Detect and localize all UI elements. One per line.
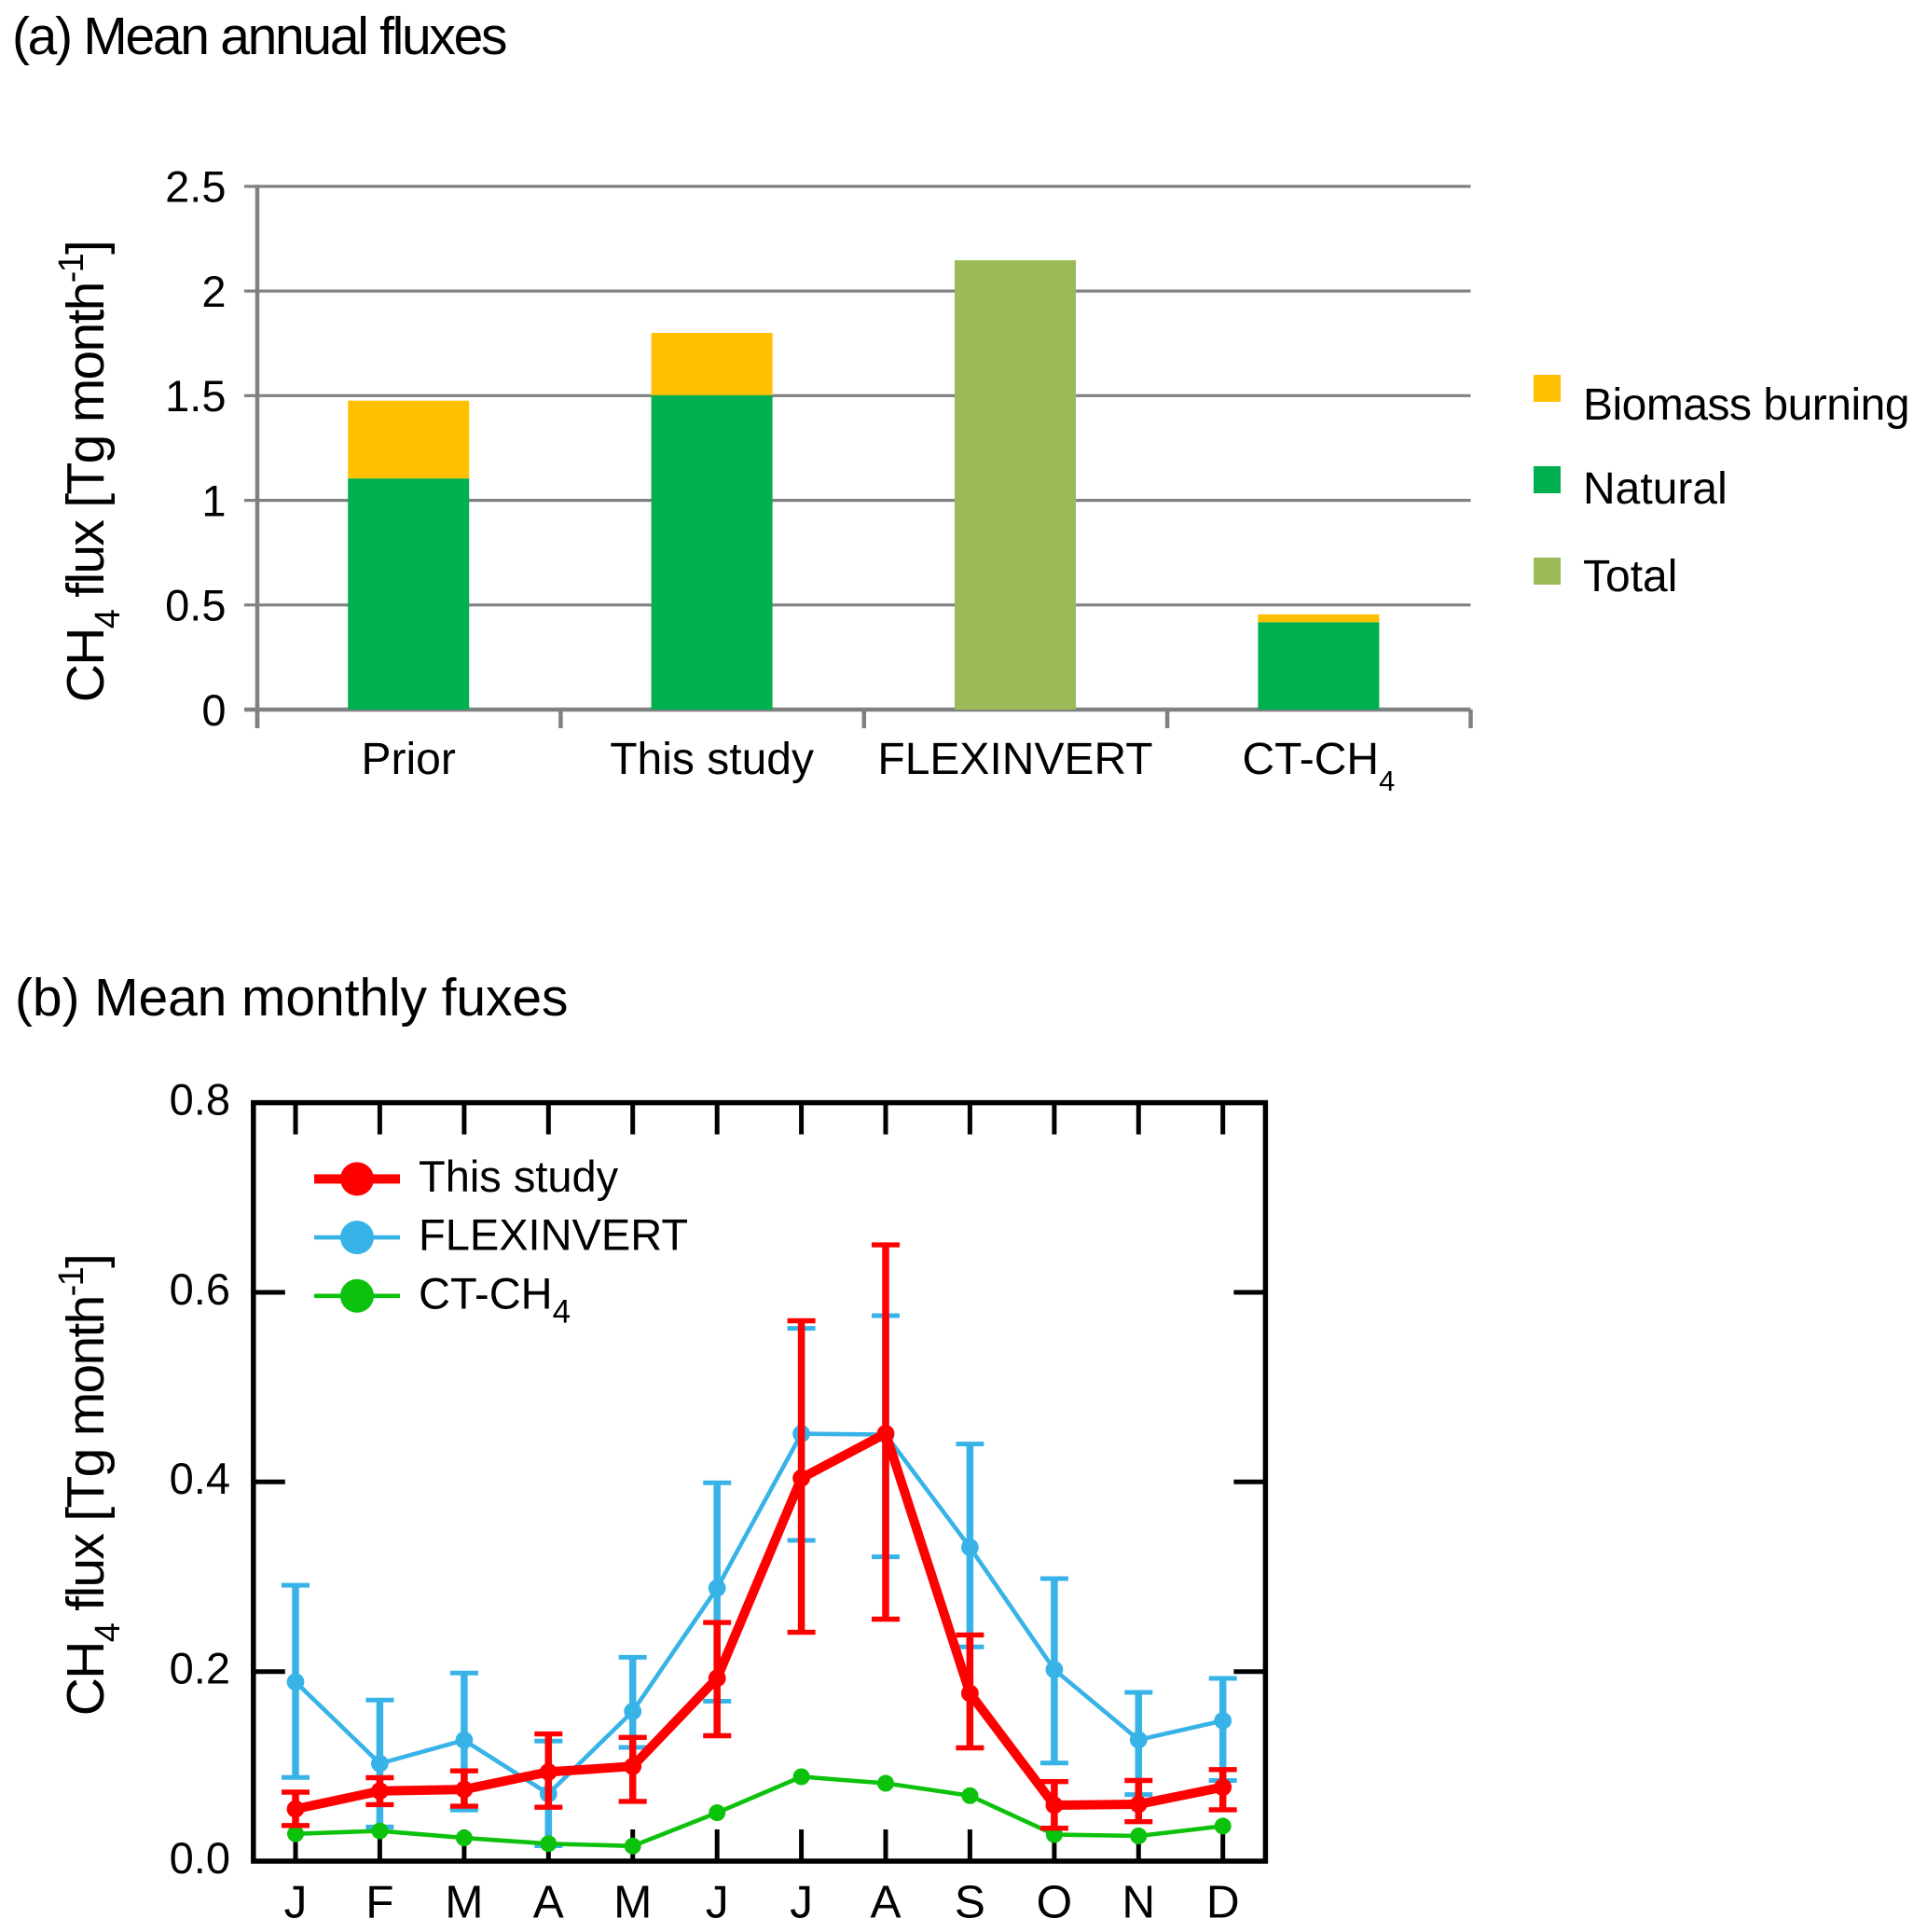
svg-text:N: N — [1122, 1877, 1155, 1928]
svg-text:0.8: 0.8 — [170, 1074, 230, 1124]
svg-text:Prior: Prior — [362, 735, 456, 784]
svg-text:Total: Total — [1583, 552, 1677, 601]
svg-text:CH4 flux [Tg month-1]: CH4 flux [Tg month-1] — [52, 242, 128, 702]
svg-text:M: M — [445, 1877, 483, 1928]
svg-text:1: 1 — [201, 476, 226, 525]
svg-text:0.2: 0.2 — [170, 1643, 230, 1692]
svg-text:0.4: 0.4 — [170, 1454, 230, 1503]
svg-text:FLEXINVERT: FLEXINVERT — [419, 1210, 688, 1260]
svg-text:A: A — [870, 1877, 901, 1928]
svg-text:2: 2 — [201, 267, 226, 316]
svg-text:(a) Mean annual fluxes: (a) Mean annual fluxes — [12, 7, 506, 66]
svg-text:M: M — [613, 1877, 652, 1928]
svg-text:(b) Mean monthly fuxes: (b) Mean monthly fuxes — [15, 968, 568, 1028]
svg-text:J: J — [706, 1877, 729, 1928]
svg-text:Natural: Natural — [1583, 464, 1727, 514]
svg-text:2.5: 2.5 — [165, 162, 226, 212]
svg-text:This study: This study — [610, 735, 814, 784]
svg-text:O: O — [1037, 1877, 1073, 1928]
svg-text:D: D — [1206, 1877, 1240, 1928]
svg-text:S: S — [955, 1877, 985, 1928]
svg-text:This study: This study — [419, 1152, 619, 1201]
svg-text:0.5: 0.5 — [165, 581, 226, 630]
svg-text:J: J — [284, 1877, 308, 1928]
svg-text:J: J — [790, 1877, 813, 1928]
svg-text:Biomass burning: Biomass burning — [1583, 380, 1909, 430]
svg-text:FLEXINVERT: FLEXINVERT — [877, 735, 1152, 784]
svg-text:0.6: 0.6 — [170, 1264, 230, 1314]
svg-text:0.0: 0.0 — [170, 1833, 230, 1883]
svg-text:1.5: 1.5 — [165, 371, 226, 421]
svg-text:0: 0 — [201, 685, 226, 735]
svg-text:F: F — [365, 1877, 393, 1928]
svg-text:A: A — [533, 1877, 564, 1928]
